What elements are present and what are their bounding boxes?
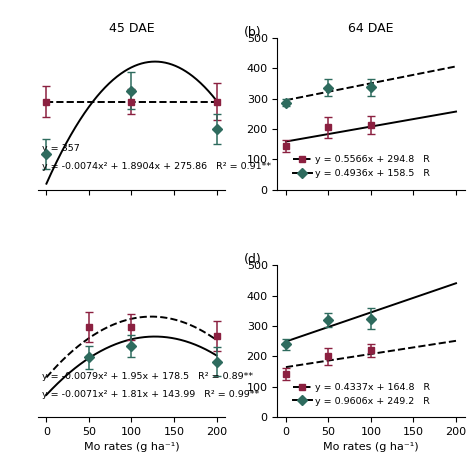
X-axis label: Mo rates (g ha⁻¹): Mo rates (g ha⁻¹) xyxy=(323,442,419,452)
Text: (d): (d) xyxy=(244,253,262,266)
Legend: y = 0.4337x + 164.8   R, y = 0.9606x + 249.2   R: y = 0.4337x + 164.8 R, y = 0.9606x + 249… xyxy=(289,379,434,410)
Text: (b): (b) xyxy=(244,26,261,39)
Title: 64 DAE: 64 DAE xyxy=(348,22,394,36)
X-axis label: Mo rates (g ha⁻¹): Mo rates (g ha⁻¹) xyxy=(83,442,179,452)
Text: y = -0.0071x² + 1.81x + 143.99   R² = 0.99**: y = -0.0071x² + 1.81x + 143.99 R² = 0.99… xyxy=(42,390,259,399)
Text: y = -0.0079x² + 1.95x + 178.5   R² = 0.89**: y = -0.0079x² + 1.95x + 178.5 R² = 0.89*… xyxy=(42,372,253,381)
Text: y = 357: y = 357 xyxy=(42,144,80,153)
Text: y = -0.0074x² + 1.8904x + 275.86   R² = 0.91**: y = -0.0074x² + 1.8904x + 275.86 R² = 0.… xyxy=(42,162,271,171)
Title: 45 DAE: 45 DAE xyxy=(109,22,154,36)
Legend: y = 0.5566x + 294.8   R, y = 0.4936x + 158.5   R: y = 0.5566x + 294.8 R, y = 0.4936x + 158… xyxy=(289,152,434,182)
